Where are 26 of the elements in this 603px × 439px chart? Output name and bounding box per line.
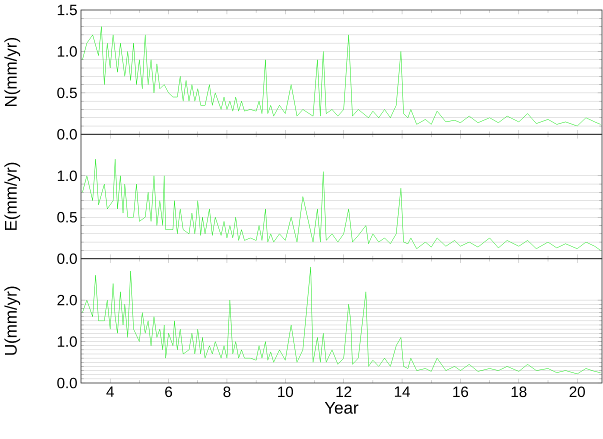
y-tick-label: 1.0 [58, 170, 77, 182]
y-tick-label: 0.0 [57, 129, 77, 140]
x-tick-label: 8 [223, 386, 230, 398]
line-series [82, 266, 601, 374]
x-tick-label: 10 [278, 386, 294, 398]
x-axis-title: Year [324, 402, 358, 414]
y-axis-title: N(mm/yr) [4, 38, 20, 106]
x-tick-label: 18 [512, 386, 526, 398]
y-axis-title: E(mm/yr) [4, 162, 20, 230]
x-tick-label: 6 [165, 386, 172, 398]
x-tick-label: 4 [106, 386, 114, 397]
line-series [82, 26, 601, 126]
y-tick-label: 0.0 [57, 378, 77, 388]
line-series [82, 158, 601, 251]
x-tick-label: 16 [453, 386, 468, 398]
y-tick-label: 0.5 [57, 212, 77, 223]
x-tick-label: 14 [394, 386, 410, 397]
y-axis-title: U(mm/yr) [4, 286, 20, 355]
x-tick-label: 12 [336, 386, 352, 397]
y-tick-label: 1.5 [58, 4, 77, 16]
y-tick-label: 2.0 [57, 294, 77, 306]
x-tick-label: 20 [570, 386, 585, 398]
y-tick-label: 0.0 [57, 253, 77, 264]
y-tick-label: 1.0 [58, 46, 77, 57]
y-tick-label: 0.5 [57, 88, 77, 98]
y-tick-label: 1.0 [58, 336, 77, 347]
